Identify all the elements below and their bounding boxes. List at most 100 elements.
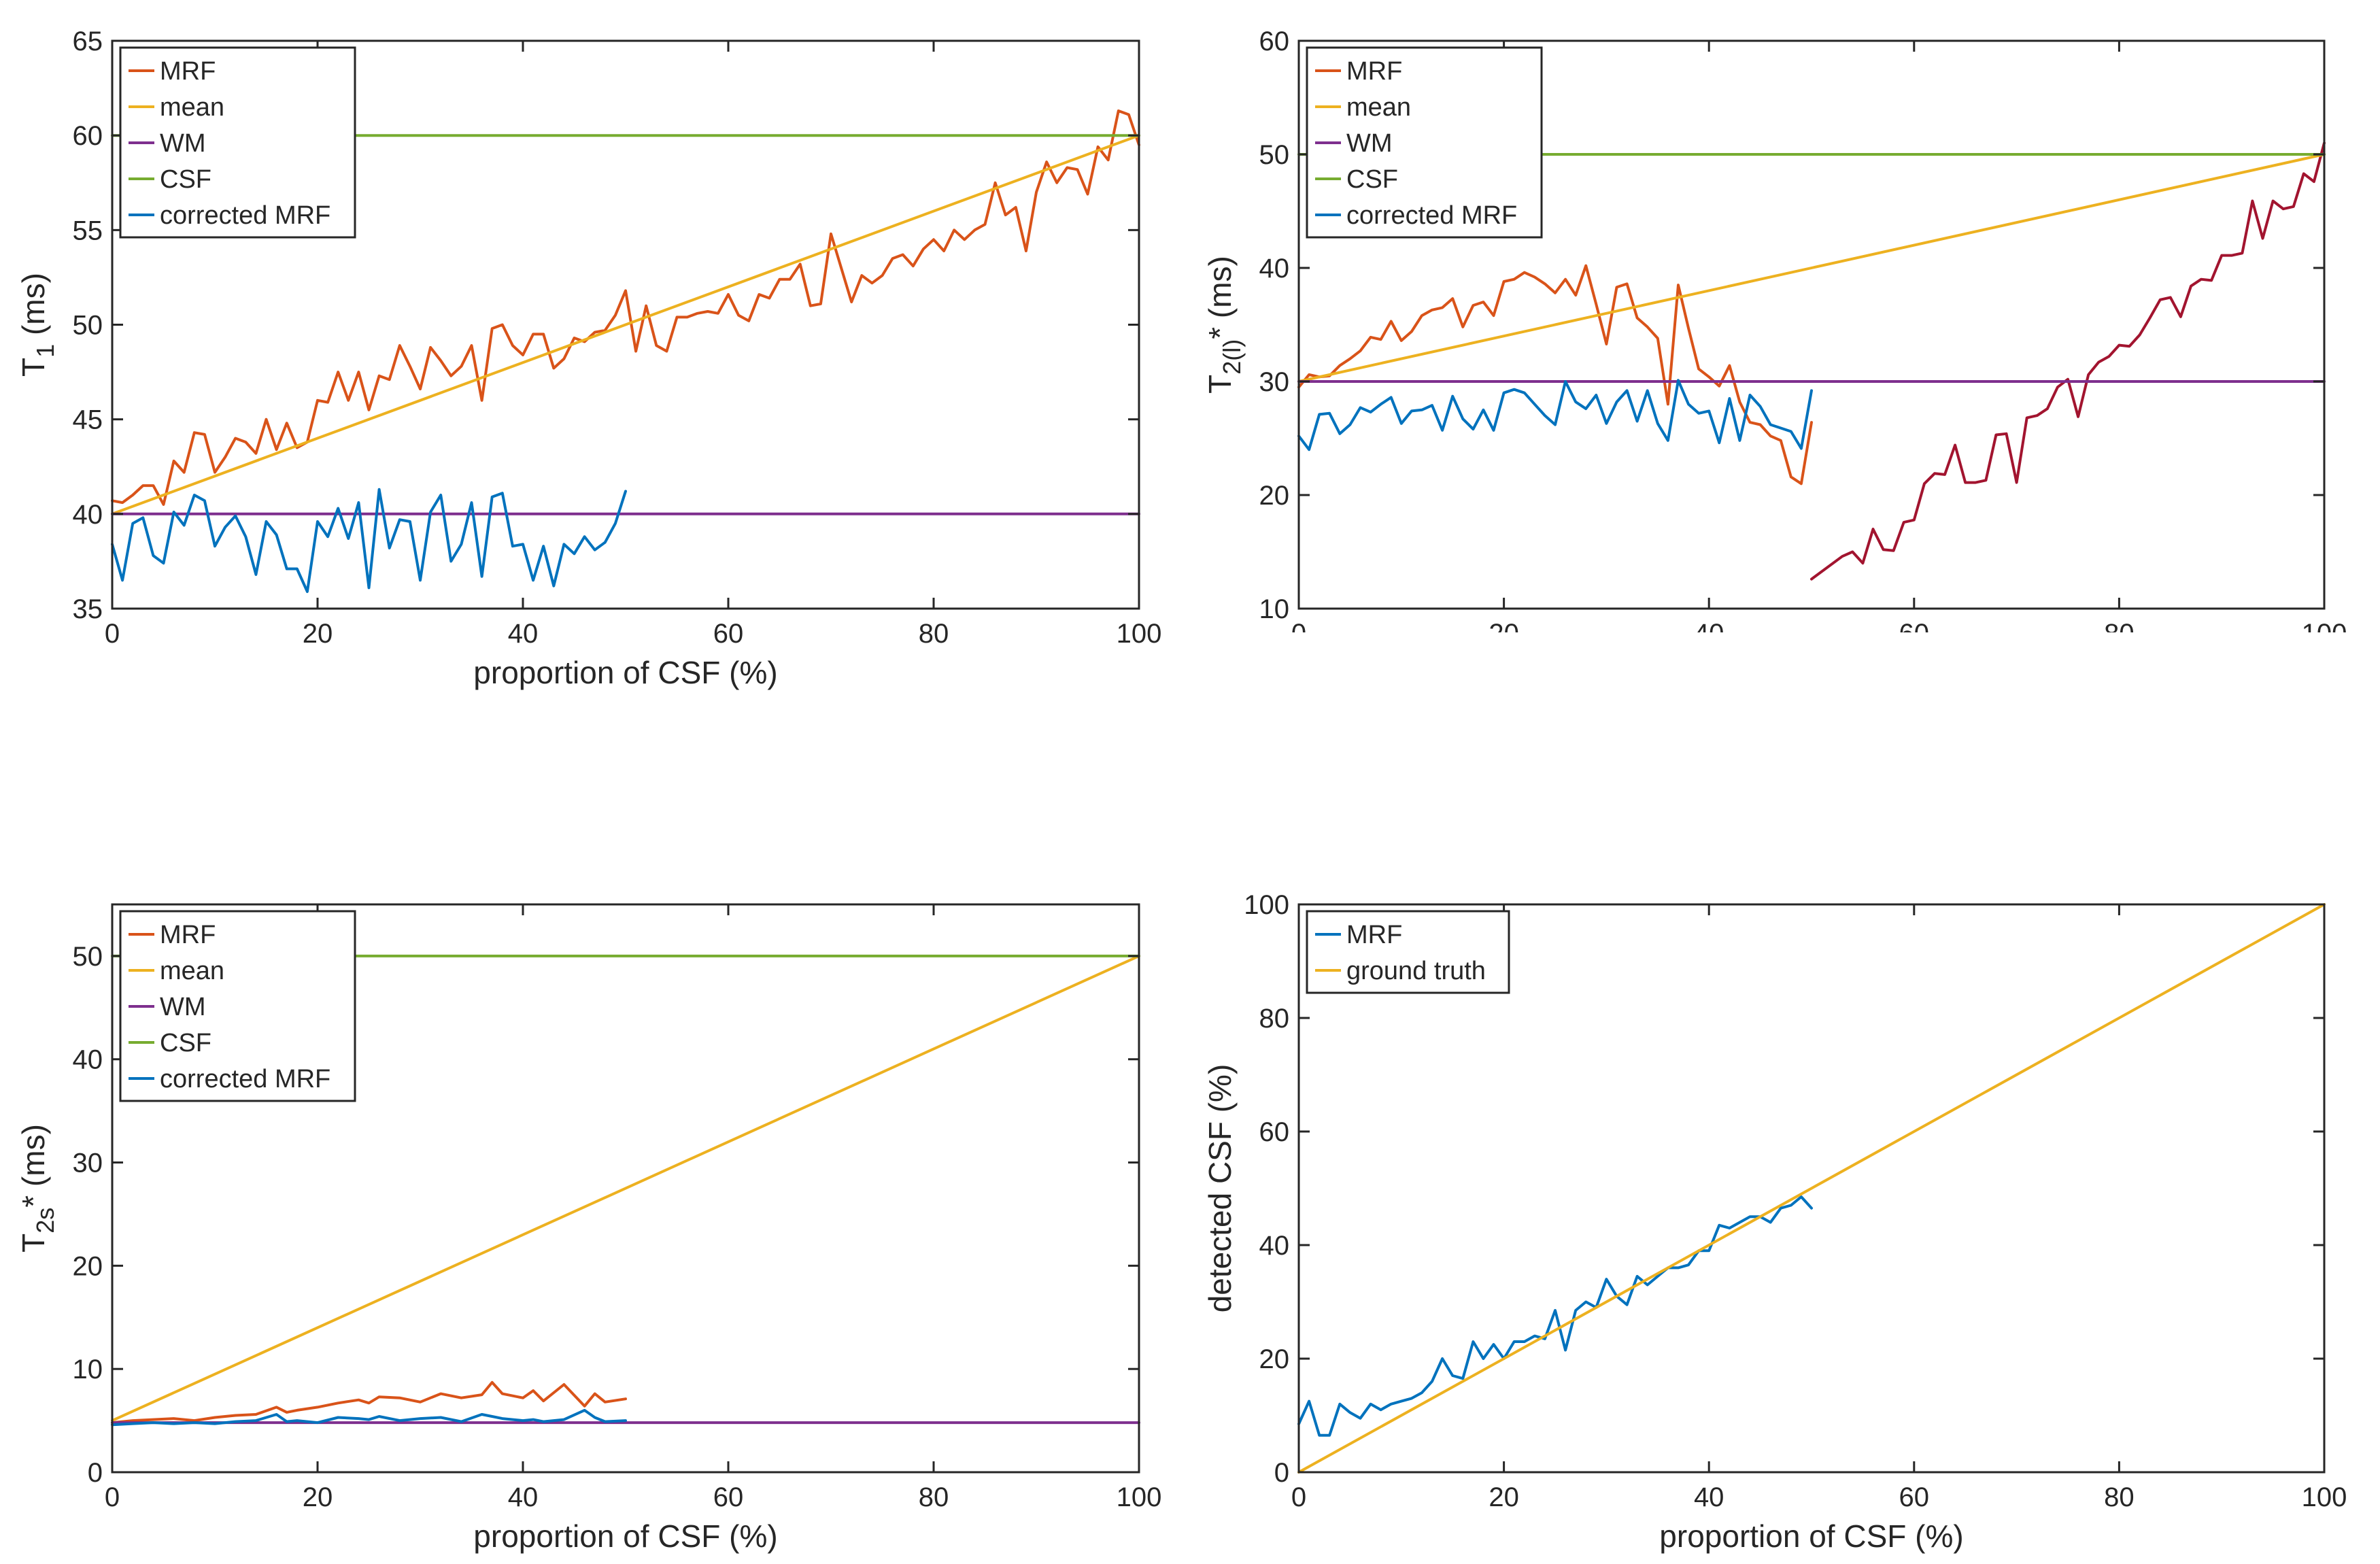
legend: MRF mean WM CSF corrected MRF — [119, 910, 356, 1102]
y-tick-label: 50 — [73, 311, 103, 341]
series-line-mean-1 — [111, 954, 1140, 1423]
y-tick-label: 20 — [1259, 1344, 1290, 1374]
y-tick-label: 40 — [73, 500, 103, 530]
x-tick-label: 20 — [1489, 619, 1519, 649]
y-axis-label-main: detected CSF (%) — [1202, 1064, 1238, 1313]
series-line-corrected-mrf-5 — [1297, 379, 1813, 452]
legend-label-corrected-mrf: corrected MRF — [1346, 201, 1517, 230]
legend-label-csf: CSF — [160, 1029, 211, 1057]
y-tick-label: 35 — [73, 594, 103, 624]
panel-3: 0 20 40 60 80 100 0 10 20 30 40 50 proportion of CSF… — [16, 903, 1162, 1554]
series-line-ground-truth-1 — [1297, 903, 2326, 1474]
series-line-mrf-1 — [1810, 141, 2326, 581]
x-tick-label: 40 — [1694, 619, 1724, 649]
x-tick-label: 20 — [303, 619, 333, 649]
y-axis-label: T2s* (ms) — [16, 1124, 59, 1253]
legend-label-wm: WM — [1346, 129, 1393, 158]
x-tick-label: 80 — [2104, 1482, 2135, 1512]
y-tick-label: 40 — [1259, 1231, 1290, 1261]
y-tick-label: 80 — [1259, 1004, 1290, 1034]
axes-box — [1297, 39, 2326, 610]
axes-box — [1297, 903, 2326, 1474]
legend-label-csf: CSF — [1346, 165, 1398, 194]
x-tick-label: 100 — [2302, 1482, 2347, 1512]
y-tick-label: 40 — [73, 1045, 103, 1075]
y-tick-label: 50 — [73, 942, 103, 972]
legend-label-wm: WM — [160, 129, 206, 158]
panel-1: 0 20 40 60 80 100 35 40 45 50 55 60 65 proportion of … — [16, 27, 1161, 690]
legend-label-mean: mean — [160, 957, 224, 985]
panel-4: 0 20 40 60 80 100 0 20 40 60 80 100 proportion of CS… — [1202, 890, 2347, 1554]
x-tick-label: 40 — [1694, 1482, 1724, 1512]
x-tick-label: 20 — [1489, 1482, 1519, 1512]
x-tick-label: 0 — [105, 619, 120, 649]
legend-label-mean: mean — [160, 93, 224, 122]
legend: MRF mean WM CSF corrected MRF — [119, 46, 356, 239]
y-tick-label: 0 — [1274, 1458, 1289, 1488]
legend-label-corrected-mrf: corrected MRF — [160, 1065, 330, 1093]
x-tick-label: 40 — [508, 619, 539, 649]
y-tick-label: 100 — [1244, 890, 1289, 920]
y-axis-label-main: T — [16, 358, 51, 377]
x-axis-label: proportion of CSF (%) — [473, 1518, 777, 1554]
series-line-mrf-0 — [1297, 264, 1813, 486]
y-tick-label: 60 — [73, 121, 103, 151]
x-tick-label: 100 — [1117, 619, 1162, 649]
y-tick-label: 20 — [1259, 481, 1290, 511]
axes-box — [111, 903, 1140, 1474]
y-tick-label: 0 — [88, 1458, 103, 1488]
y-tick-label: 40 — [1259, 254, 1290, 284]
y-tick-label: 65 — [73, 27, 103, 56]
x-tick-label: 60 — [1899, 619, 1930, 649]
y-axis-label-subscript: 2(l) — [1218, 339, 1246, 375]
y-axis-label: detected CSF (%) — [1202, 1064, 1238, 1313]
x-tick-label: 80 — [2104, 619, 2135, 649]
y-axis-label-tail: (ms) — [16, 273, 51, 344]
y-tick-label: 55 — [73, 216, 103, 245]
legend-label-mrf: MRF — [1346, 57, 1402, 86]
series-line-corrected-mrf-4 — [111, 488, 627, 593]
x-tick-label: 0 — [1291, 619, 1306, 649]
series-line-mrf-0 — [111, 1380, 627, 1425]
legend-label-mean: mean — [1346, 93, 1411, 122]
x-axis-label: proportion of CSF (%) — [1659, 1518, 1963, 1554]
y-axis-label-subscript: 1 — [31, 344, 59, 358]
y-axis-label-main: T — [1202, 375, 1238, 394]
panel-2: 0 20 40 60 80 100 10 20 30 40 50 60 T2(l)* (ms) MRF me… — [1202, 27, 2347, 649]
y-tick-label: 10 — [1259, 594, 1290, 624]
y-axis-label: T1 (ms) — [16, 273, 59, 377]
legend-box — [119, 910, 356, 1102]
y-tick-label: 30 — [1259, 367, 1290, 397]
x-tick-label: 0 — [1291, 1482, 1306, 1512]
legend-label-ground-truth: ground truth — [1346, 957, 1486, 985]
y-axis-label-tail: * (ms) — [16, 1124, 51, 1208]
legend-label-mrf: MRF — [1346, 921, 1402, 949]
x-tick-label: 60 — [1899, 1482, 1930, 1512]
legend-box — [1306, 910, 1510, 994]
y-tick-label: 30 — [73, 1149, 103, 1178]
series-line-mean-2 — [1297, 153, 2326, 383]
series-line-mean-1 — [111, 134, 1140, 515]
x-tick-label: 100 — [1117, 1482, 1162, 1512]
x-tick-label: 80 — [919, 1482, 949, 1512]
series-line-mrf-0 — [1297, 1195, 1813, 1437]
legend-label-wm: WM — [160, 993, 206, 1021]
legend-label-csf: CSF — [160, 165, 211, 194]
legend: MRF ground truth — [1306, 910, 1510, 994]
y-tick-label: 60 — [1259, 27, 1290, 56]
x-tick-label: 60 — [713, 1482, 744, 1512]
y-tick-label: 20 — [73, 1251, 103, 1281]
x-tick-label: 0 — [105, 1482, 120, 1512]
y-axis-label-tail: * (ms) — [1202, 256, 1238, 339]
x-tick-label: 40 — [508, 1482, 539, 1512]
y-tick-label: 10 — [73, 1355, 103, 1384]
x-tick-label: 60 — [713, 619, 744, 649]
y-axis-label-subscript: 2s — [31, 1208, 59, 1234]
series-line-corrected-mrf-4 — [111, 1408, 627, 1427]
legend-label-corrected-mrf: corrected MRF — [160, 201, 330, 230]
legend-label-mrf: MRF — [160, 57, 216, 86]
x-axis-label: proportion of CSF (%) — [473, 655, 777, 690]
x-tick-label: 100 — [2302, 619, 2347, 649]
series-line-mrf-0 — [111, 109, 1140, 506]
